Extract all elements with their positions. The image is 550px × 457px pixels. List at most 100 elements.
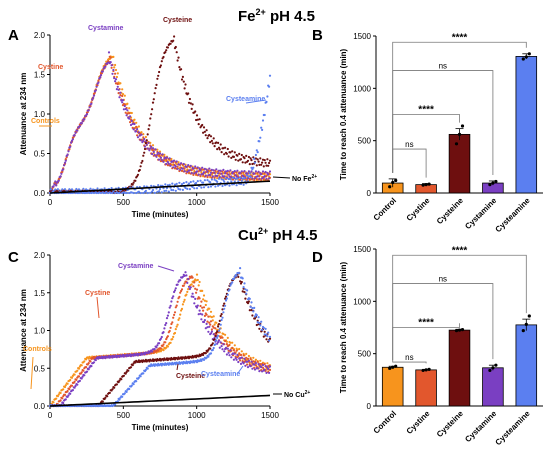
data-point (152, 150, 155, 153)
bar-cysteamine (515, 324, 538, 407)
data-point (121, 101, 124, 104)
data-point (232, 277, 235, 280)
x-tick-label: 1500 (261, 411, 279, 420)
data-point (265, 100, 268, 103)
data-point (87, 368, 90, 371)
data-point (164, 156, 167, 159)
data-point (205, 129, 208, 132)
data-point (136, 360, 140, 364)
data-point (212, 169, 215, 172)
data-point (144, 142, 147, 145)
data-point (224, 297, 227, 300)
data-point (66, 389, 69, 393)
data-point (204, 134, 207, 137)
data-point (94, 359, 97, 362)
data-point (121, 99, 125, 102)
data-point (231, 281, 234, 284)
data-point (104, 357, 107, 360)
data-point (195, 118, 198, 122)
data-point (121, 191, 124, 195)
data-point (173, 356, 176, 359)
data-point (221, 170, 224, 173)
data-point (231, 352, 235, 355)
data-point (223, 180, 226, 183)
data-point (143, 185, 146, 188)
data-point (210, 330, 213, 333)
y-tick-label: 0.0 (34, 189, 46, 198)
data-point (68, 148, 71, 151)
data-point (225, 152, 228, 155)
data-point (52, 401, 55, 404)
data-point (224, 146, 227, 149)
data-point (135, 191, 138, 195)
data-point (252, 156, 255, 159)
data-point (137, 190, 140, 193)
data-point (249, 305, 252, 308)
annotation-cystamine: Cystamine (118, 263, 154, 270)
data-point (136, 354, 140, 357)
data-point (176, 323, 179, 326)
data-point (202, 294, 206, 297)
data-point (104, 396, 107, 399)
data-point (250, 170, 253, 173)
data-point (240, 350, 243, 353)
data-point (251, 307, 254, 310)
data-point (200, 186, 203, 189)
data-point (61, 188, 64, 191)
data-point (144, 189, 147, 192)
data-point (119, 91, 122, 94)
data-point (207, 348, 210, 351)
data-point (102, 191, 105, 195)
data-point (166, 314, 169, 317)
data-point (232, 155, 235, 158)
data-point (162, 160, 165, 163)
data-point (198, 309, 201, 312)
data-point (90, 365, 93, 368)
data-point (129, 115, 132, 118)
data-point (243, 291, 246, 294)
data-point (63, 393, 67, 396)
data-point (194, 297, 197, 300)
data-point (180, 78, 184, 81)
data-point (169, 358, 172, 361)
data-point (252, 356, 255, 359)
data-point (232, 358, 235, 361)
data-point (227, 351, 230, 354)
data-point (128, 387, 131, 391)
data-point (217, 329, 221, 332)
bar-cystamine (482, 367, 504, 407)
data-point (96, 187, 99, 190)
data-point (196, 180, 199, 183)
data-point (258, 321, 261, 325)
data-point (248, 172, 251, 175)
data-point (102, 67, 105, 70)
data-point (184, 271, 187, 274)
data-point (187, 182, 191, 185)
data-point (92, 361, 96, 364)
data-point (237, 180, 240, 183)
data-point (208, 133, 211, 137)
x-tick-label: 1000 (188, 411, 206, 420)
replicate-point (488, 368, 492, 373)
data-point (200, 173, 203, 176)
data-point (126, 109, 129, 112)
data-point (246, 366, 250, 369)
data-point (246, 363, 249, 366)
data-point (201, 166, 204, 169)
data-point (217, 339, 221, 342)
data-point (180, 183, 184, 186)
data-point (137, 359, 140, 362)
data-point (176, 300, 179, 303)
data-point (180, 162, 183, 165)
data-point (207, 330, 210, 333)
data-point (253, 179, 256, 182)
data-point (253, 366, 256, 369)
data-point (132, 354, 135, 357)
data-point (249, 175, 252, 179)
replicate-point (388, 366, 392, 370)
data-point (199, 179, 202, 182)
replicate-point (491, 181, 495, 185)
data-point (157, 151, 160, 154)
bracket (392, 70, 494, 175)
data-point (249, 365, 252, 368)
